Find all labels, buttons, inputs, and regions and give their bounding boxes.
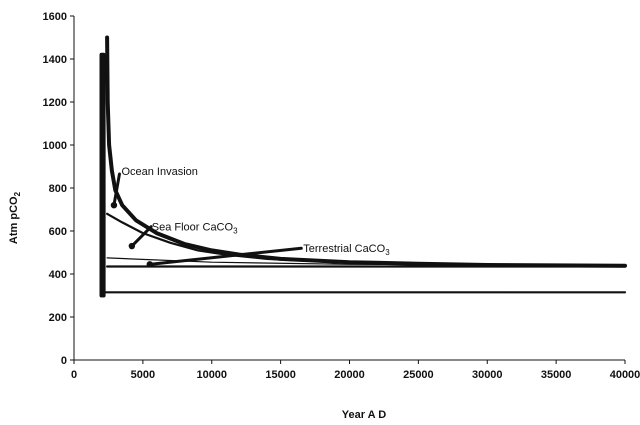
annotation-label-ocean-invasion: Ocean Invasion: [121, 166, 197, 178]
y-tick-label: 1400: [43, 54, 67, 66]
y-axis-title: Atm pCO2: [8, 191, 22, 244]
y-tick-label: 800: [49, 183, 67, 195]
annotation-subscript: 3: [233, 227, 238, 236]
annotation-text: Ocean Invasion: [121, 166, 197, 178]
x-tick-label: 35000: [541, 369, 572, 381]
axes: [73, 16, 625, 361]
annotation-subscript: 3: [385, 248, 390, 257]
annotation-dot-terrestrial: [146, 261, 153, 268]
annotation-leader-terrestrial: [148, 246, 303, 266]
x-axis-title: Year A D: [342, 409, 386, 421]
y-tick-label: 1600: [43, 11, 67, 23]
series-layer: [99, 35, 627, 298]
x-tick-label: 40000: [610, 369, 640, 381]
y-tick-label: 1000: [43, 140, 67, 152]
series-line-spike: [99, 52, 106, 298]
x-tick-label: 10000: [196, 369, 227, 381]
series-line-sea-floor-curve: [106, 212, 627, 268]
y-tick-label: 400: [49, 269, 67, 281]
annotation-label-sea-floor: Sea Floor CaCO3: [152, 222, 238, 236]
x-tick-label: 5000: [131, 369, 155, 381]
x-tick-label: 25000: [403, 369, 434, 381]
annotation-leader-sea-floor: [130, 225, 153, 248]
x-ticks: 0 5000 10000 15000 20000 25000 30000 35000 40000: [71, 360, 640, 381]
y-axis-title-subscript: 2: [13, 191, 22, 196]
x-tick-label: 30000: [472, 369, 503, 381]
y-tick-label: 200: [49, 312, 67, 324]
y-ticks: 0 200 400 600 800 1000 1200 1400 1600: [43, 11, 74, 367]
x-tick-label: 20000: [334, 369, 365, 381]
x-tick-label: 15000: [265, 369, 296, 381]
annotation-label-terrestrial: Terrestrial CaCO3: [303, 243, 390, 257]
y-tick-label: 600: [49, 226, 67, 238]
annotation-dot-sea-floor: [128, 242, 136, 250]
y-tick-label: 1200: [43, 97, 67, 109]
annotation-dot-ocean-invasion: [110, 202, 118, 209]
y-axis-title-main: Atm pCO: [8, 196, 20, 244]
annotation-text: Terrestrial CaCO: [303, 243, 385, 255]
annotation-leader-ocean-invasion: [112, 172, 121, 207]
x-tick-label: 0: [71, 369, 77, 381]
annotation-text: Sea Floor CaCO: [152, 222, 234, 234]
y-tick-label: 0: [61, 355, 67, 367]
series-line-terrestrial-line: [106, 257, 626, 266]
